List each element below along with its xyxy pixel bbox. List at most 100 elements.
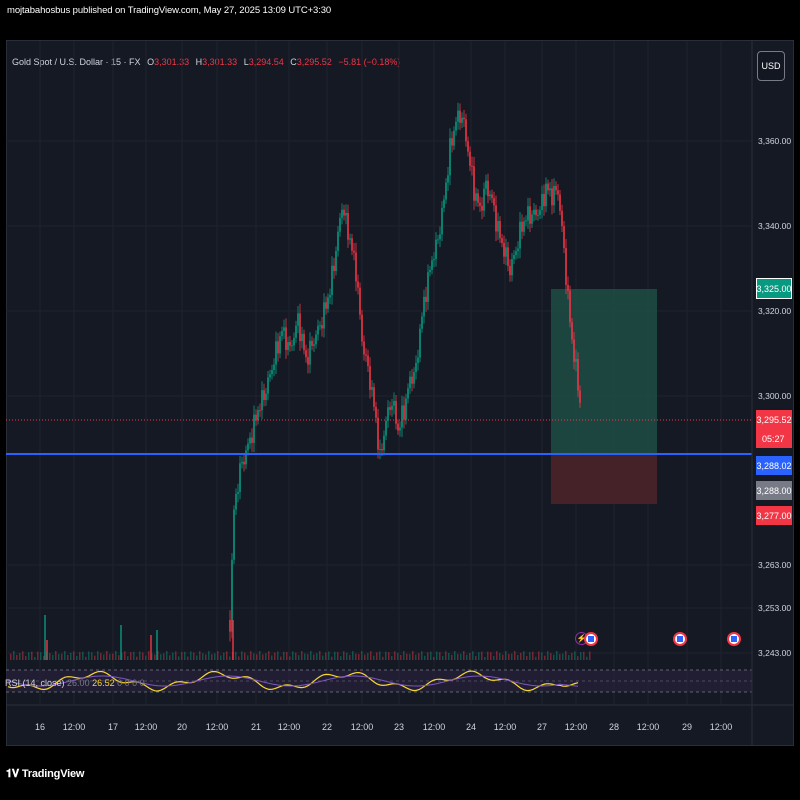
candle-body bbox=[295, 325, 297, 338]
candle-body bbox=[529, 206, 531, 224]
time-axis-label: 12:00 bbox=[135, 722, 158, 732]
candle-body bbox=[397, 423, 399, 431]
volume-bar bbox=[364, 654, 366, 660]
candle-body bbox=[435, 239, 437, 260]
branding-text: TradingView bbox=[21, 768, 85, 780]
candle-body bbox=[329, 295, 331, 298]
time-axis-label: 28 bbox=[609, 722, 619, 732]
volume-bar bbox=[103, 654, 105, 660]
candle-body bbox=[383, 435, 385, 451]
candle-body bbox=[499, 221, 501, 239]
candle-body bbox=[449, 138, 451, 176]
volume-bar bbox=[397, 652, 399, 660]
candle-body bbox=[437, 239, 439, 241]
candle-body bbox=[229, 620, 231, 632]
volume-bar bbox=[120, 625, 122, 660]
candle-body bbox=[357, 281, 359, 288]
volume-bar bbox=[160, 654, 162, 660]
candle-body bbox=[243, 461, 245, 465]
candle-body bbox=[533, 209, 535, 215]
volume-bar bbox=[433, 656, 435, 660]
candle-body bbox=[465, 119, 467, 142]
candle-body bbox=[409, 376, 411, 389]
volume-bar bbox=[490, 652, 492, 660]
candle-body bbox=[525, 220, 527, 222]
candle-body bbox=[385, 420, 387, 436]
volume-bar bbox=[355, 653, 357, 660]
volume-bar bbox=[394, 651, 396, 660]
stop-zone bbox=[551, 454, 657, 504]
candle-body bbox=[575, 359, 577, 362]
price-axis-label: 3,263.00 bbox=[758, 560, 791, 570]
candle-body bbox=[307, 357, 309, 365]
candle-body bbox=[401, 405, 403, 428]
volume-bar bbox=[31, 651, 33, 660]
candle-body bbox=[471, 165, 473, 167]
volume-bar bbox=[412, 651, 414, 660]
volume-bar bbox=[88, 651, 90, 660]
top-bar: mojtabahosbus published on TradingView.c… bbox=[0, 0, 800, 36]
volume-bar bbox=[13, 651, 15, 660]
time-axis-label: 12:00 bbox=[63, 722, 86, 732]
time-axis-label: 20 bbox=[177, 722, 187, 732]
candle-body bbox=[579, 390, 581, 403]
volume-bar bbox=[346, 652, 348, 660]
volume-bar bbox=[214, 653, 216, 660]
us-flag-icon[interactable] bbox=[727, 632, 741, 646]
candle-body bbox=[387, 407, 389, 421]
candle-body bbox=[507, 247, 509, 266]
candle-body bbox=[389, 407, 391, 410]
candle-body bbox=[483, 188, 485, 211]
volume-bar bbox=[217, 651, 219, 660]
volume-bar bbox=[283, 651, 285, 660]
volume-bar bbox=[16, 654, 18, 660]
time-axis-label: 23 bbox=[394, 722, 404, 732]
volume-bar bbox=[424, 655, 426, 660]
us-flag-icon[interactable] bbox=[673, 632, 687, 646]
volume-bar bbox=[586, 656, 588, 660]
candle-body bbox=[379, 449, 381, 451]
grid-lines bbox=[6, 41, 752, 705]
volume-bar bbox=[571, 652, 573, 660]
volume-bar bbox=[448, 652, 450, 660]
volume-bar bbox=[10, 653, 12, 660]
candle-body bbox=[351, 238, 353, 251]
rsi-muted-value: 26.00 bbox=[67, 678, 90, 688]
candle-body bbox=[337, 231, 339, 251]
volume-bar bbox=[190, 651, 192, 660]
volume-bar bbox=[358, 654, 360, 660]
volume-bar bbox=[391, 656, 393, 660]
chart-frame[interactable]: Gold Spot / U.S. Dollar · 15 · FX O3,301… bbox=[6, 40, 794, 746]
volume-bar bbox=[85, 656, 87, 660]
price-chart[interactable]: 3,360.00 3,340.00 3,320.00 3,300.00 3,263.00… bbox=[0, 0, 800, 752]
candle-body bbox=[255, 414, 257, 421]
volume-bar bbox=[379, 651, 381, 660]
candle-body bbox=[371, 387, 373, 390]
volume-bar bbox=[499, 653, 501, 660]
volume-bar bbox=[100, 653, 102, 660]
candle-body bbox=[247, 443, 249, 451]
volume-bar bbox=[544, 655, 546, 660]
candle-body bbox=[375, 406, 377, 418]
candle-body bbox=[309, 340, 311, 365]
volume-bar bbox=[325, 652, 327, 660]
candle-body bbox=[365, 354, 367, 356]
volume-bar bbox=[235, 651, 237, 660]
candle-body bbox=[501, 238, 503, 243]
volume-bar bbox=[150, 635, 152, 660]
us-flag-icon[interactable] bbox=[584, 632, 598, 646]
candle-body bbox=[361, 314, 363, 342]
candle-body bbox=[245, 450, 247, 465]
volume-bar bbox=[457, 653, 459, 660]
currency-button[interactable]: USD bbox=[757, 51, 785, 81]
volume-bar bbox=[157, 651, 159, 660]
candle-body bbox=[421, 316, 423, 329]
candle-body bbox=[565, 247, 567, 285]
volume-bar bbox=[268, 651, 270, 660]
price-axis-label: 3,243.00 bbox=[758, 648, 791, 658]
candle-body bbox=[519, 221, 521, 249]
volume-bar bbox=[337, 652, 339, 660]
volume-bar bbox=[469, 652, 471, 660]
candle-body bbox=[267, 377, 269, 394]
entry-price-tag: 3,288.00 bbox=[756, 481, 792, 500]
